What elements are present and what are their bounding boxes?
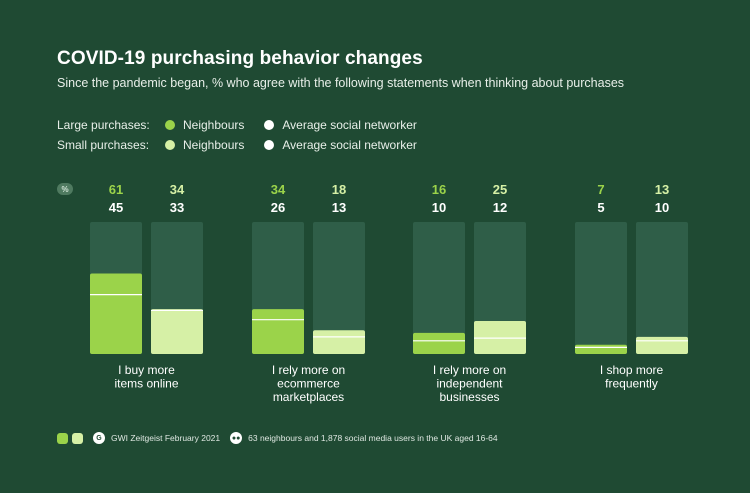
bar-track (575, 222, 627, 354)
legend-large-row: Large purchases: Neighbours Average soci… (57, 117, 437, 133)
large-average-value-label: 10 (432, 200, 446, 215)
category-label: I shop more (600, 363, 664, 377)
people-icon: ●● (230, 432, 243, 444)
small-average-value-label: 33 (170, 200, 184, 215)
small-neighbours-bar (151, 309, 203, 354)
category-label: frequently (605, 377, 658, 391)
large-average-value-label: 5 (597, 200, 604, 215)
category-label: ecommerce (277, 377, 340, 391)
legend-small-row: Small purchases: Neighbours Average soci… (57, 137, 437, 153)
small-average-value-label: 12 (493, 200, 507, 215)
small-average-value-label: 13 (332, 200, 346, 215)
large-average-value-label: 26 (271, 200, 285, 215)
small-neighbours-bar (474, 321, 526, 354)
category-label: items online (114, 377, 178, 391)
percent-icon: % (57, 183, 73, 195)
bar-track (413, 222, 465, 354)
legend-small-average-text: Average social networker (282, 138, 417, 152)
small-neighbours-bar (636, 336, 688, 354)
large-neighbours-bar (575, 344, 627, 354)
large-neighbours-value-label: 7 (597, 182, 604, 197)
footer-source: GWI Zeitgeist February 2021 (111, 433, 221, 443)
large-neighbours-value-label: 61 (109, 182, 123, 197)
chart-subtitle: Since the pandemic began, % who agree wi… (57, 76, 625, 90)
large-neighbours-bar (252, 309, 304, 354)
legend-small-neighbours-text: Neighbours (183, 138, 245, 152)
small-neighbours-value-label: 13 (655, 182, 669, 197)
legend-large-neighbours-dot (165, 120, 175, 130)
legend-small-average-dot (264, 140, 275, 150)
legend-small-neighbours: Neighbours (165, 138, 244, 152)
small-average-value-label: 10 (655, 200, 669, 215)
large-neighbours-bar (413, 332, 465, 354)
source-icon: G (93, 432, 105, 444)
legend-large-label: Large purchases: (57, 118, 150, 132)
chart-title: COVID-19 purchasing behavior changes (57, 48, 423, 69)
large-neighbours-value-label: 16 (432, 182, 446, 197)
bar-track (636, 222, 688, 354)
legend-small-neighbours-dot (165, 140, 175, 150)
small-neighbours-value-label: 18 (332, 182, 346, 197)
category-label: I rely more on (433, 363, 506, 377)
category-label: marketplaces (273, 390, 344, 404)
small-neighbours-value-label: 34 (170, 182, 185, 197)
legend-small-label: Small purchases: (57, 138, 150, 152)
category-label: businesses (439, 390, 499, 404)
chart-footer: G GWI Zeitgeist February 2021 ●● 63 neig… (57, 431, 498, 445)
footer-sample: 63 neighbours and 1,878 social media use… (248, 433, 498, 443)
legend-large-average-dot (264, 120, 275, 130)
large-purchase-badge-icon (57, 432, 68, 444)
small-neighbours-bar (313, 330, 365, 354)
bar-track (313, 222, 365, 354)
category-label: I buy more (118, 363, 175, 377)
legend-large-neighbours: Neighbours (165, 118, 244, 132)
small-purchase-badge-icon (72, 432, 83, 444)
large-average-value-label: 45 (109, 200, 123, 215)
legend-large-average: Average social networker (264, 118, 417, 132)
category-label: I rely more on (272, 363, 345, 377)
large-neighbours-bar (90, 273, 142, 354)
small-neighbours-value-label: 25 (493, 182, 507, 197)
legend-large-neighbours-text: Neighbours (183, 118, 245, 132)
legend-large-average-text: Average social networker (282, 118, 417, 132)
category-label: independent (436, 377, 503, 391)
legend-small-average: Average social networker (264, 138, 417, 152)
large-neighbours-value-label: 34 (271, 182, 286, 197)
